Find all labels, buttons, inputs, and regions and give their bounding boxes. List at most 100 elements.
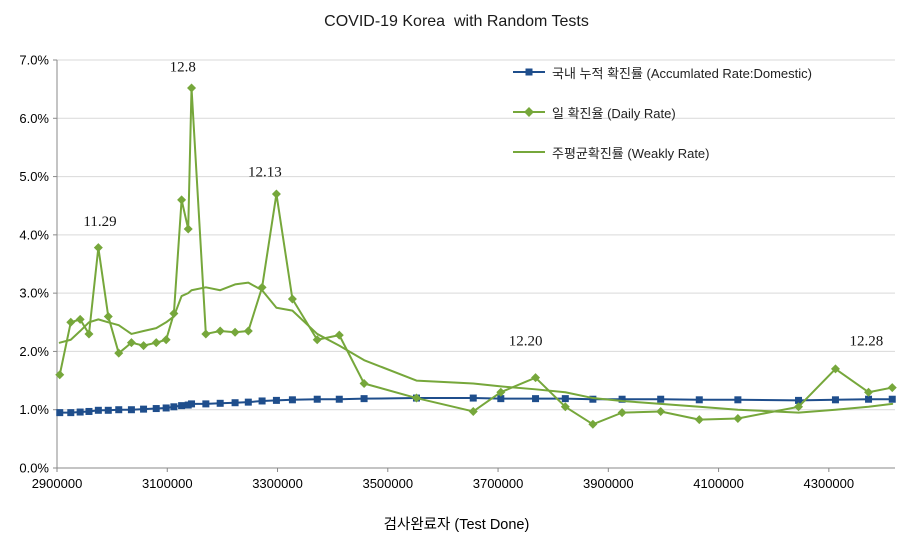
square-marker-icon — [170, 403, 178, 411]
diamond-marker-icon — [864, 387, 874, 397]
diamond-marker-icon — [139, 341, 149, 351]
square-marker-icon — [734, 396, 742, 404]
square-marker-icon — [67, 409, 75, 417]
square-marker-icon — [76, 408, 84, 416]
square-marker-icon — [532, 395, 540, 403]
square-marker-icon — [618, 395, 626, 403]
diamond-marker-icon — [334, 330, 344, 340]
square-marker-icon — [188, 400, 196, 408]
square-marker-icon — [360, 395, 368, 403]
square-marker-icon — [216, 399, 224, 407]
diamond-marker-icon — [230, 327, 240, 337]
y-tick-label: 5.0% — [19, 169, 49, 184]
square-marker-icon — [313, 395, 321, 403]
diamond-marker-icon — [187, 83, 197, 93]
x-tick-label: 3300000 — [252, 476, 303, 491]
x-tick-label: 4300000 — [804, 476, 855, 491]
square-marker-icon — [288, 396, 296, 404]
diamond-marker-icon — [617, 408, 627, 418]
diamond-marker-icon — [177, 195, 187, 205]
y-tick-label: 0.0% — [19, 461, 49, 476]
square-marker-icon — [94, 406, 102, 414]
diamond-marker-icon — [151, 338, 161, 348]
square-marker-icon — [115, 406, 123, 414]
x-axis-title: 검사완료자 (Test Done) — [383, 517, 530, 533]
diamond-marker-icon — [103, 311, 113, 321]
square-marker-icon — [865, 395, 873, 403]
diamond-marker-icon — [75, 314, 85, 324]
diamond-marker-icon — [560, 402, 570, 412]
x-tick-label: 4100000 — [693, 476, 744, 491]
square-marker-icon — [831, 396, 839, 404]
diamond-marker-icon — [468, 406, 478, 416]
y-tick-label: 4.0% — [19, 227, 49, 242]
square-marker-icon — [202, 400, 210, 408]
square-marker-icon — [104, 406, 112, 414]
y-tick-label: 2.0% — [19, 344, 49, 359]
legend-entry-weekly-rate: 주평균확진률 (Weakly Rate) — [513, 141, 812, 163]
diamond-marker-icon — [496, 387, 506, 397]
diamond-marker-icon — [93, 243, 103, 253]
square-marker-icon — [152, 405, 160, 413]
diamond-marker-icon — [126, 338, 136, 348]
diamond-marker-icon — [215, 326, 225, 336]
diamond-marker-icon — [271, 189, 281, 199]
diamond-marker-icon — [531, 373, 541, 383]
diamond-marker-icon — [656, 406, 666, 416]
square-marker-icon — [469, 394, 477, 402]
legend-label-accumulated-rate: 국내 누적 확진률 (Accumlated Rate:Domestic) — [552, 65, 812, 81]
date-annotation: 11.29 — [83, 214, 116, 230]
square-marker-icon — [335, 395, 343, 403]
square-marker-icon — [85, 407, 93, 415]
square-marker-icon — [657, 395, 665, 403]
diamond-marker-icon — [411, 393, 421, 403]
legend-label-daily-rate: 일 확진율 (Daily Rate) — [552, 105, 676, 121]
diamond-marker-icon — [66, 317, 76, 327]
square-marker-icon — [56, 409, 64, 417]
square-marker-icon — [795, 396, 803, 404]
diamond-marker-icon — [830, 364, 840, 374]
square-marker-icon — [244, 398, 252, 406]
y-tick-label: 6.0% — [19, 111, 49, 126]
date-annotation: 12.13 — [248, 165, 282, 181]
legend-label-weekly-rate: 주평균확진률 (Weakly Rate) — [552, 145, 710, 161]
legend-square-marker-icon — [525, 68, 533, 76]
square-marker-icon — [127, 406, 135, 414]
diamond-marker-icon — [733, 413, 743, 423]
square-marker-icon — [162, 404, 170, 412]
diamond-marker-icon — [55, 370, 65, 380]
x-tick-label: 3100000 — [142, 476, 193, 491]
x-tick-label: 3700000 — [473, 476, 524, 491]
diamond-marker-icon — [161, 335, 171, 345]
legend-sample-diamond-line — [513, 107, 545, 117]
legend-sample-square-line — [513, 67, 545, 77]
square-marker-icon — [888, 395, 896, 403]
square-marker-icon — [497, 395, 505, 403]
diamond-marker-icon — [84, 329, 94, 339]
legend-line-swatch — [513, 151, 545, 153]
chart-title: COVID-19 Korea with Random Tests — [324, 13, 589, 30]
square-marker-icon — [589, 395, 597, 403]
diamond-marker-icon — [201, 329, 211, 339]
square-marker-icon — [561, 395, 569, 403]
series-line-2 — [58, 281, 894, 414]
date-annotation: 12.20 — [509, 334, 543, 350]
diamond-marker-icon — [114, 348, 124, 358]
diamond-marker-icon — [183, 224, 193, 234]
y-tick-label: 3.0% — [19, 286, 49, 301]
diamond-marker-icon — [287, 294, 297, 304]
legend-entry-accumulated-rate: 국내 누적 확진률 (Accumlated Rate:Domestic) — [513, 61, 812, 83]
legend-entry-daily-rate: 일 확진율 (Daily Rate) — [513, 101, 812, 123]
square-marker-icon — [178, 402, 186, 410]
x-tick-label: 3500000 — [362, 476, 413, 491]
square-marker-icon — [695, 396, 703, 404]
square-marker-icon — [272, 396, 280, 404]
diamond-marker-icon — [359, 378, 369, 388]
y-tick-label: 1.0% — [19, 402, 49, 417]
diamond-marker-icon — [794, 402, 804, 412]
legend-sample-plain-line — [513, 147, 545, 157]
y-tick-label: 7.0% — [19, 53, 49, 68]
square-marker-icon — [258, 397, 266, 405]
